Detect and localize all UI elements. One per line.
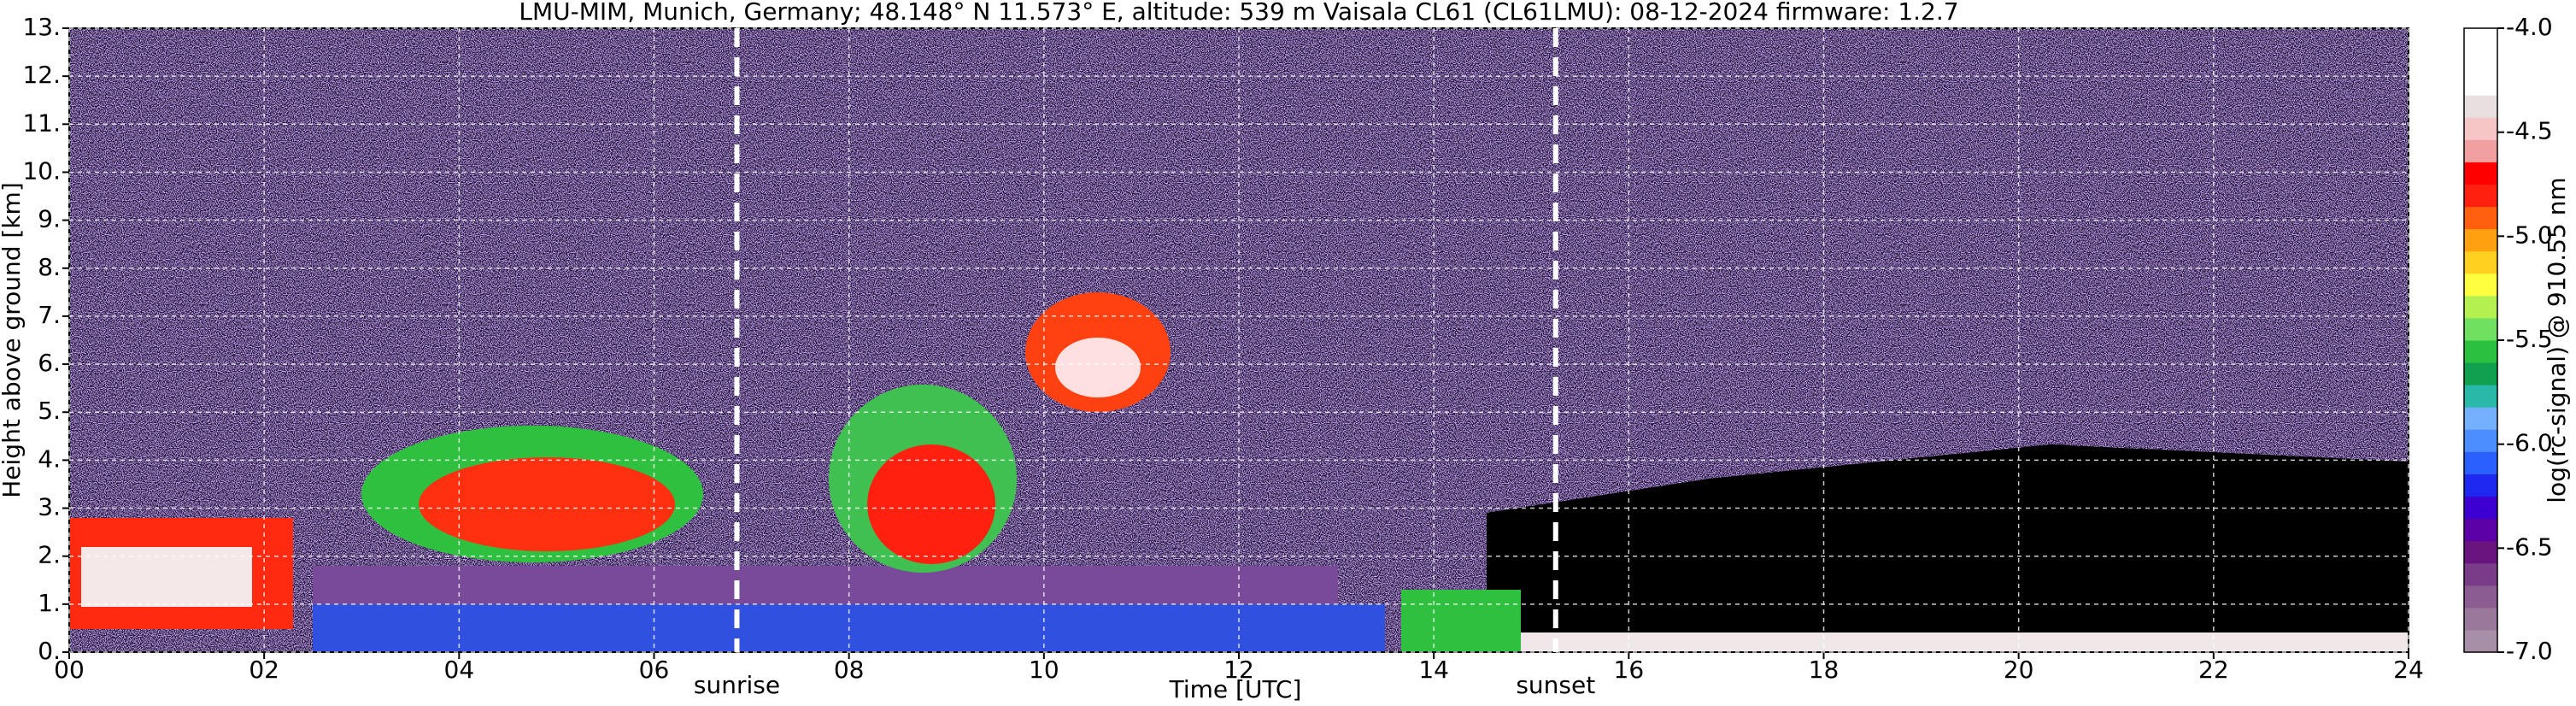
colorbar-swatch (2464, 474, 2497, 497)
colorbar-swatch (2464, 496, 2497, 520)
colorbar-tick-label: -4.5 (2506, 117, 2553, 145)
colorbar-tick-label: -4.0 (2506, 13, 2553, 41)
colorbar-swatch (2464, 139, 2497, 162)
x-tick-label: 14 (1418, 656, 1449, 684)
event-label: sunrise (694, 671, 780, 699)
x-axis-label: Time [UTC] (1169, 675, 1302, 703)
y-tick-label: 8. (38, 253, 61, 281)
y-tick-label: 1. (38, 589, 61, 617)
colorbar-swatch (2464, 184, 2497, 208)
colorbar-swatch (2464, 518, 2497, 542)
colorbar-swatch (2464, 340, 2497, 363)
y-tick-label: 9. (38, 205, 61, 233)
y-tick-label: 10. (22, 156, 61, 185)
colorbar-swatch (2464, 50, 2497, 74)
colorbar-swatch (2464, 540, 2497, 564)
y-axis-label: Height above ground [km] (0, 182, 26, 498)
colorbar-swatch (2464, 629, 2497, 653)
x-tick-label: 08 (834, 656, 865, 684)
x-tick-label: 12 (1223, 656, 1254, 684)
colorbar-swatch (2464, 407, 2497, 430)
chart-title: LMU-MIM, Munich, Germany; 48.148° N 11.5… (519, 0, 1958, 26)
y-tick-label: 4. (38, 444, 61, 473)
colorbar-tick-label: -6.5 (2506, 532, 2553, 561)
colorbar-tick-label: -6.0 (2506, 429, 2553, 457)
x-tick-label: 00 (54, 656, 85, 684)
colorbar-tick-label: -5.5 (2506, 325, 2553, 353)
event-label: sunset (1516, 671, 1595, 699)
y-tick-label: 5. (38, 397, 61, 425)
colorbar-swatch (2464, 228, 2497, 252)
x-tick-label: 24 (2393, 656, 2424, 684)
y-tick-label: 0. (38, 637, 61, 665)
x-tick-label: 02 (249, 656, 279, 684)
y-tick-label: 7. (38, 301, 61, 329)
x-tick-label: 16 (1614, 656, 1645, 684)
y-tick-label: 2. (38, 541, 61, 569)
colorbar-swatch (2464, 295, 2497, 319)
x-tick-label: 22 (2198, 656, 2229, 684)
colorbar-swatch (2464, 206, 2497, 230)
colorbar-swatch (2464, 117, 2497, 140)
colorbar-swatch (2464, 562, 2497, 586)
colorbar-swatch (2464, 585, 2497, 609)
colorbar-swatch (2464, 28, 2497, 51)
colorbar-swatch (2464, 362, 2497, 385)
y-tick-label: 11. (22, 109, 61, 137)
colorbar-swatch (2464, 273, 2497, 297)
y-tick-label: 12. (22, 61, 61, 89)
y-tick-label: 13. (22, 13, 61, 41)
colorbar-swatch (2464, 385, 2497, 408)
y-tick-label: 3. (38, 493, 61, 521)
colorbar-swatch (2464, 607, 2497, 631)
x-tick-label: 04 (444, 656, 475, 684)
x-tick-label: 20 (2004, 656, 2034, 684)
colorbar-tick-label: -5.0 (2506, 221, 2553, 249)
colorbar-tick-label: -7.0 (2506, 637, 2553, 665)
colorbar-swatch (2464, 95, 2497, 118)
colorbar-swatch (2464, 162, 2497, 185)
x-tick-label: 06 (639, 656, 670, 684)
y-tick-label: 6. (38, 349, 61, 377)
colorbar-swatch (2464, 250, 2497, 274)
x-tick-label: 10 (1029, 656, 1059, 684)
colorbar-swatch (2464, 451, 2497, 474)
colorbar-swatch (2464, 317, 2497, 341)
colorbar-label: log(rc-signal) @ 910.55 nm (2543, 177, 2571, 503)
colorbar-swatch (2464, 429, 2497, 452)
colorbar-swatch (2464, 73, 2497, 96)
x-tick-label: 18 (1809, 656, 1840, 684)
